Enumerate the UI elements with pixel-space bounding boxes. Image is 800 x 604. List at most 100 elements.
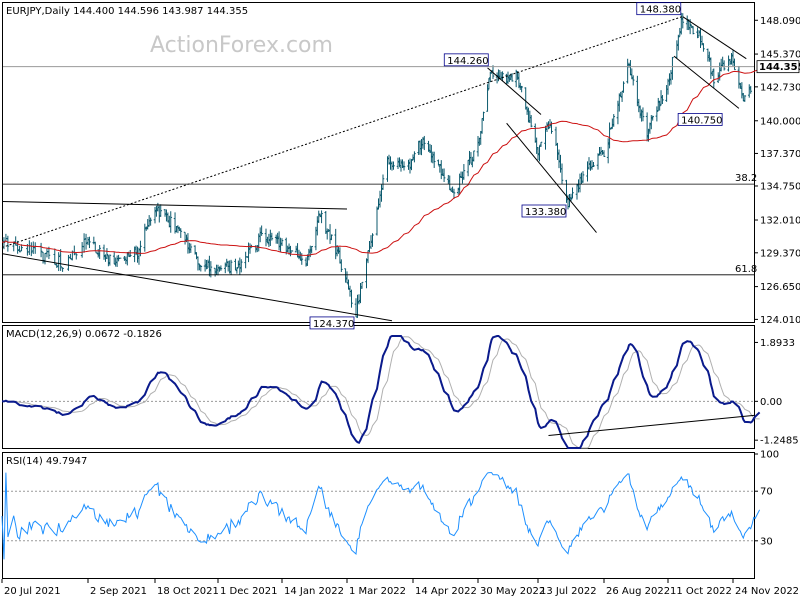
date-axis-label: 2 Sep 2021 — [90, 586, 147, 597]
main-header-label: EURJPY,Daily 144.400 144.596 143.987 144… — [6, 6, 248, 17]
watermark: ActionForex.com — [150, 33, 333, 58]
ohlc-bar — [631, 75, 635, 86]
ohlc-bar — [371, 233, 374, 247]
ohlc-bar — [289, 245, 292, 257]
ohlc-bar — [381, 174, 385, 190]
price-axis-label: 145.370 — [760, 50, 800, 61]
ohlc-bar — [661, 95, 664, 105]
ohlc-bar — [423, 135, 426, 151]
ohlc-bar — [189, 243, 193, 253]
ohlc-bar — [169, 211, 173, 233]
ohlc-bar — [486, 84, 489, 112]
trendline-channel-top — [682, 16, 747, 60]
date-axis-label: 1 Dec 2021 — [220, 586, 278, 597]
ohlc-bar — [612, 114, 616, 127]
price-level-callout-box — [636, 2, 682, 16]
fib-level-label: 61.8 — [735, 264, 757, 275]
date-axis-label: 11 Oct 2022 — [670, 586, 732, 597]
ohlc-bar — [651, 115, 654, 121]
date-axis-label: 14 Apr 2022 — [415, 586, 477, 597]
ohlc-bar — [59, 249, 62, 271]
date-axis-label: 20 Jul 2021 — [4, 586, 61, 597]
ohlc-bar — [749, 85, 753, 94]
ohlc-bar — [53, 248, 57, 265]
price-axis-label: 140.000 — [760, 116, 800, 127]
price-axis-label: 134.750 — [760, 181, 800, 192]
ohlc-bar — [472, 150, 476, 162]
ohlc-bar — [696, 27, 699, 39]
ohlc-bar — [410, 159, 413, 171]
macd-trendline — [548, 414, 755, 437]
ohlc-bar — [198, 263, 201, 271]
price-axis-label: 142.730 — [760, 82, 800, 93]
ohlc-bar — [392, 161, 395, 170]
ohlc-bar — [569, 193, 573, 203]
ohlc-bar — [658, 100, 661, 111]
price-level-callout-box — [443, 53, 489, 67]
moving-average-line — [1, 69, 760, 256]
ohlc-bar — [529, 115, 533, 128]
main-panel — [2, 2, 755, 323]
ohlc-bar — [43, 253, 47, 265]
price-axis-label: 129.370 — [760, 248, 800, 259]
ohlc-bar — [93, 241, 97, 252]
ohlc-bar — [82, 233, 86, 253]
macd-axis-label: 1.8933 — [760, 338, 795, 349]
ohlc-bar — [560, 163, 564, 185]
price-axis-label: 137.370 — [760, 149, 800, 160]
ohlc-bar — [16, 240, 19, 254]
ohlc-bar — [462, 164, 466, 180]
ohlc-bar — [340, 259, 343, 272]
rsi-line — [1, 472, 761, 560]
ohlc-bar — [6, 235, 10, 252]
ohlc-bar — [520, 85, 523, 93]
ohlc-bar — [69, 253, 72, 260]
ohlc-bar — [592, 161, 595, 167]
ohlc-bar — [105, 248, 109, 260]
price-level-callout: 148.380 — [640, 5, 681, 16]
macd-header-label: MACD(12,26,9) 0.0672 -0.1826 — [6, 329, 162, 340]
ohlc-bar — [55, 263, 59, 268]
date-axis-label: 13 Jul 2022 — [540, 586, 597, 597]
macd-axis-label: -1.2485 — [760, 436, 799, 447]
date-axis-label: 26 Aug 2022 — [606, 586, 670, 597]
ohlc-bar — [655, 106, 659, 122]
ohlc-bar — [320, 210, 323, 224]
date-axis-label: 1 Mar 2022 — [349, 586, 406, 597]
date-axis-label: 14 Jan 2022 — [284, 586, 344, 597]
ohlc-bar — [677, 34, 680, 51]
ohlc-bar — [442, 168, 446, 182]
trendline-falling — [487, 67, 542, 115]
rsi-axis-label: 30 — [760, 536, 773, 547]
ohlc-bar — [733, 58, 736, 71]
ohlc-bar — [539, 141, 543, 147]
ohlc-bar — [235, 267, 239, 274]
ohlc-bar — [149, 217, 152, 226]
ohlc-bar — [98, 245, 101, 260]
ohlc-bar — [205, 259, 208, 270]
ohlc-bar — [74, 253, 78, 260]
price-axis-label: 124.010 — [760, 315, 800, 326]
price-axis-label: 132.010 — [760, 216, 800, 227]
ohlc-bar — [310, 245, 313, 254]
ohlc-bar — [691, 26, 695, 35]
ohlc-bar — [290, 250, 294, 252]
trendline-channel-bottom — [673, 55, 740, 109]
ohlc-bar — [602, 150, 606, 157]
ohlc-bar — [280, 238, 284, 247]
trendline-decline — [506, 122, 597, 233]
ohlc-bar — [350, 289, 353, 308]
ohlc-bar — [581, 171, 585, 183]
ohlc-bar — [57, 252, 60, 272]
ohlc-bar — [260, 225, 263, 236]
ohlc-bar — [219, 265, 223, 271]
price-level-callout-box — [677, 113, 723, 126]
ohlc-bar — [608, 122, 611, 149]
macd-signal-line — [1, 336, 760, 449]
price-level-callout-box — [521, 204, 567, 218]
last-price-tag — [756, 60, 800, 74]
price-level-callout-box — [309, 316, 355, 330]
ohlc-bar — [671, 56, 674, 80]
